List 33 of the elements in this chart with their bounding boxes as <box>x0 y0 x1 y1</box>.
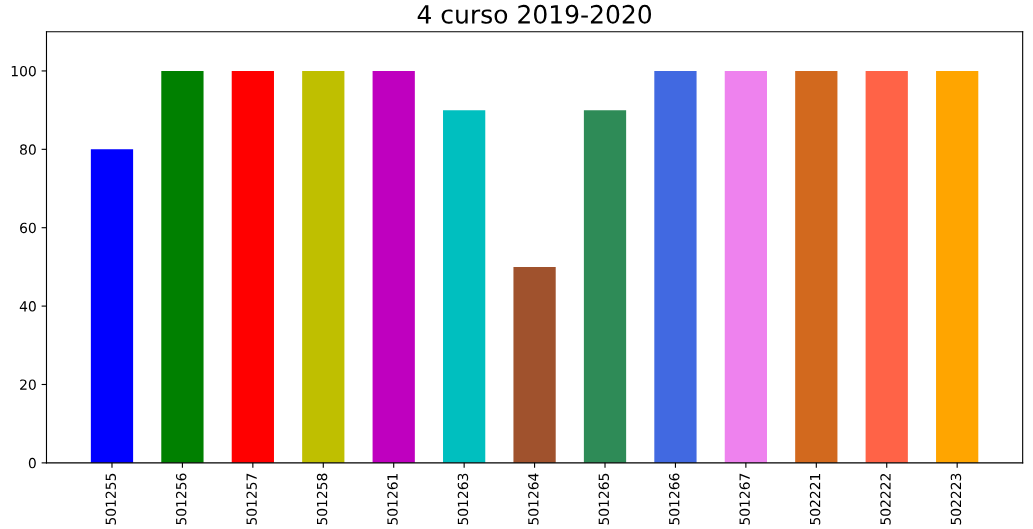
bar <box>654 70 697 463</box>
x-tick-label: 501264 <box>528 473 539 525</box>
x-tick-label: 501257 <box>246 473 257 525</box>
bar <box>865 70 908 463</box>
x-tick-label: 501255 <box>105 473 117 525</box>
bar <box>231 70 274 463</box>
x-tick-label: 502221 <box>809 473 821 525</box>
bar <box>513 266 556 463</box>
bar <box>302 70 345 463</box>
x-tick-label: 501256 <box>175 473 187 525</box>
bar <box>936 70 979 463</box>
x-tick-label: 501261 <box>387 473 398 525</box>
y-tick-label: 80 <box>20 144 36 155</box>
x-tick-label: 501258 <box>316 473 328 525</box>
x-tick-label: 502222 <box>880 473 891 525</box>
y-tick-label: 20 <box>20 379 36 390</box>
bar <box>443 110 486 463</box>
bar <box>724 70 767 463</box>
bar <box>795 70 838 463</box>
bar <box>583 110 627 463</box>
x-tick-label: 501267 <box>739 473 750 525</box>
x-tick-label: 502223 <box>950 473 962 525</box>
y-tick-label: 40 <box>19 301 36 312</box>
x-tick-label: 501263 <box>457 473 469 525</box>
y-tick-label: 100 <box>11 65 36 77</box>
y-tick-label: 60 <box>20 222 36 234</box>
bar <box>372 70 415 463</box>
bar <box>161 70 204 463</box>
x-tick-label: 501266 <box>668 473 680 525</box>
chart-title: 4 curso 2019-2020 <box>417 4 652 24</box>
y-tick-label: 0 <box>28 457 36 469</box>
bar <box>90 149 134 463</box>
x-tick-label: 501265 <box>598 473 610 525</box>
